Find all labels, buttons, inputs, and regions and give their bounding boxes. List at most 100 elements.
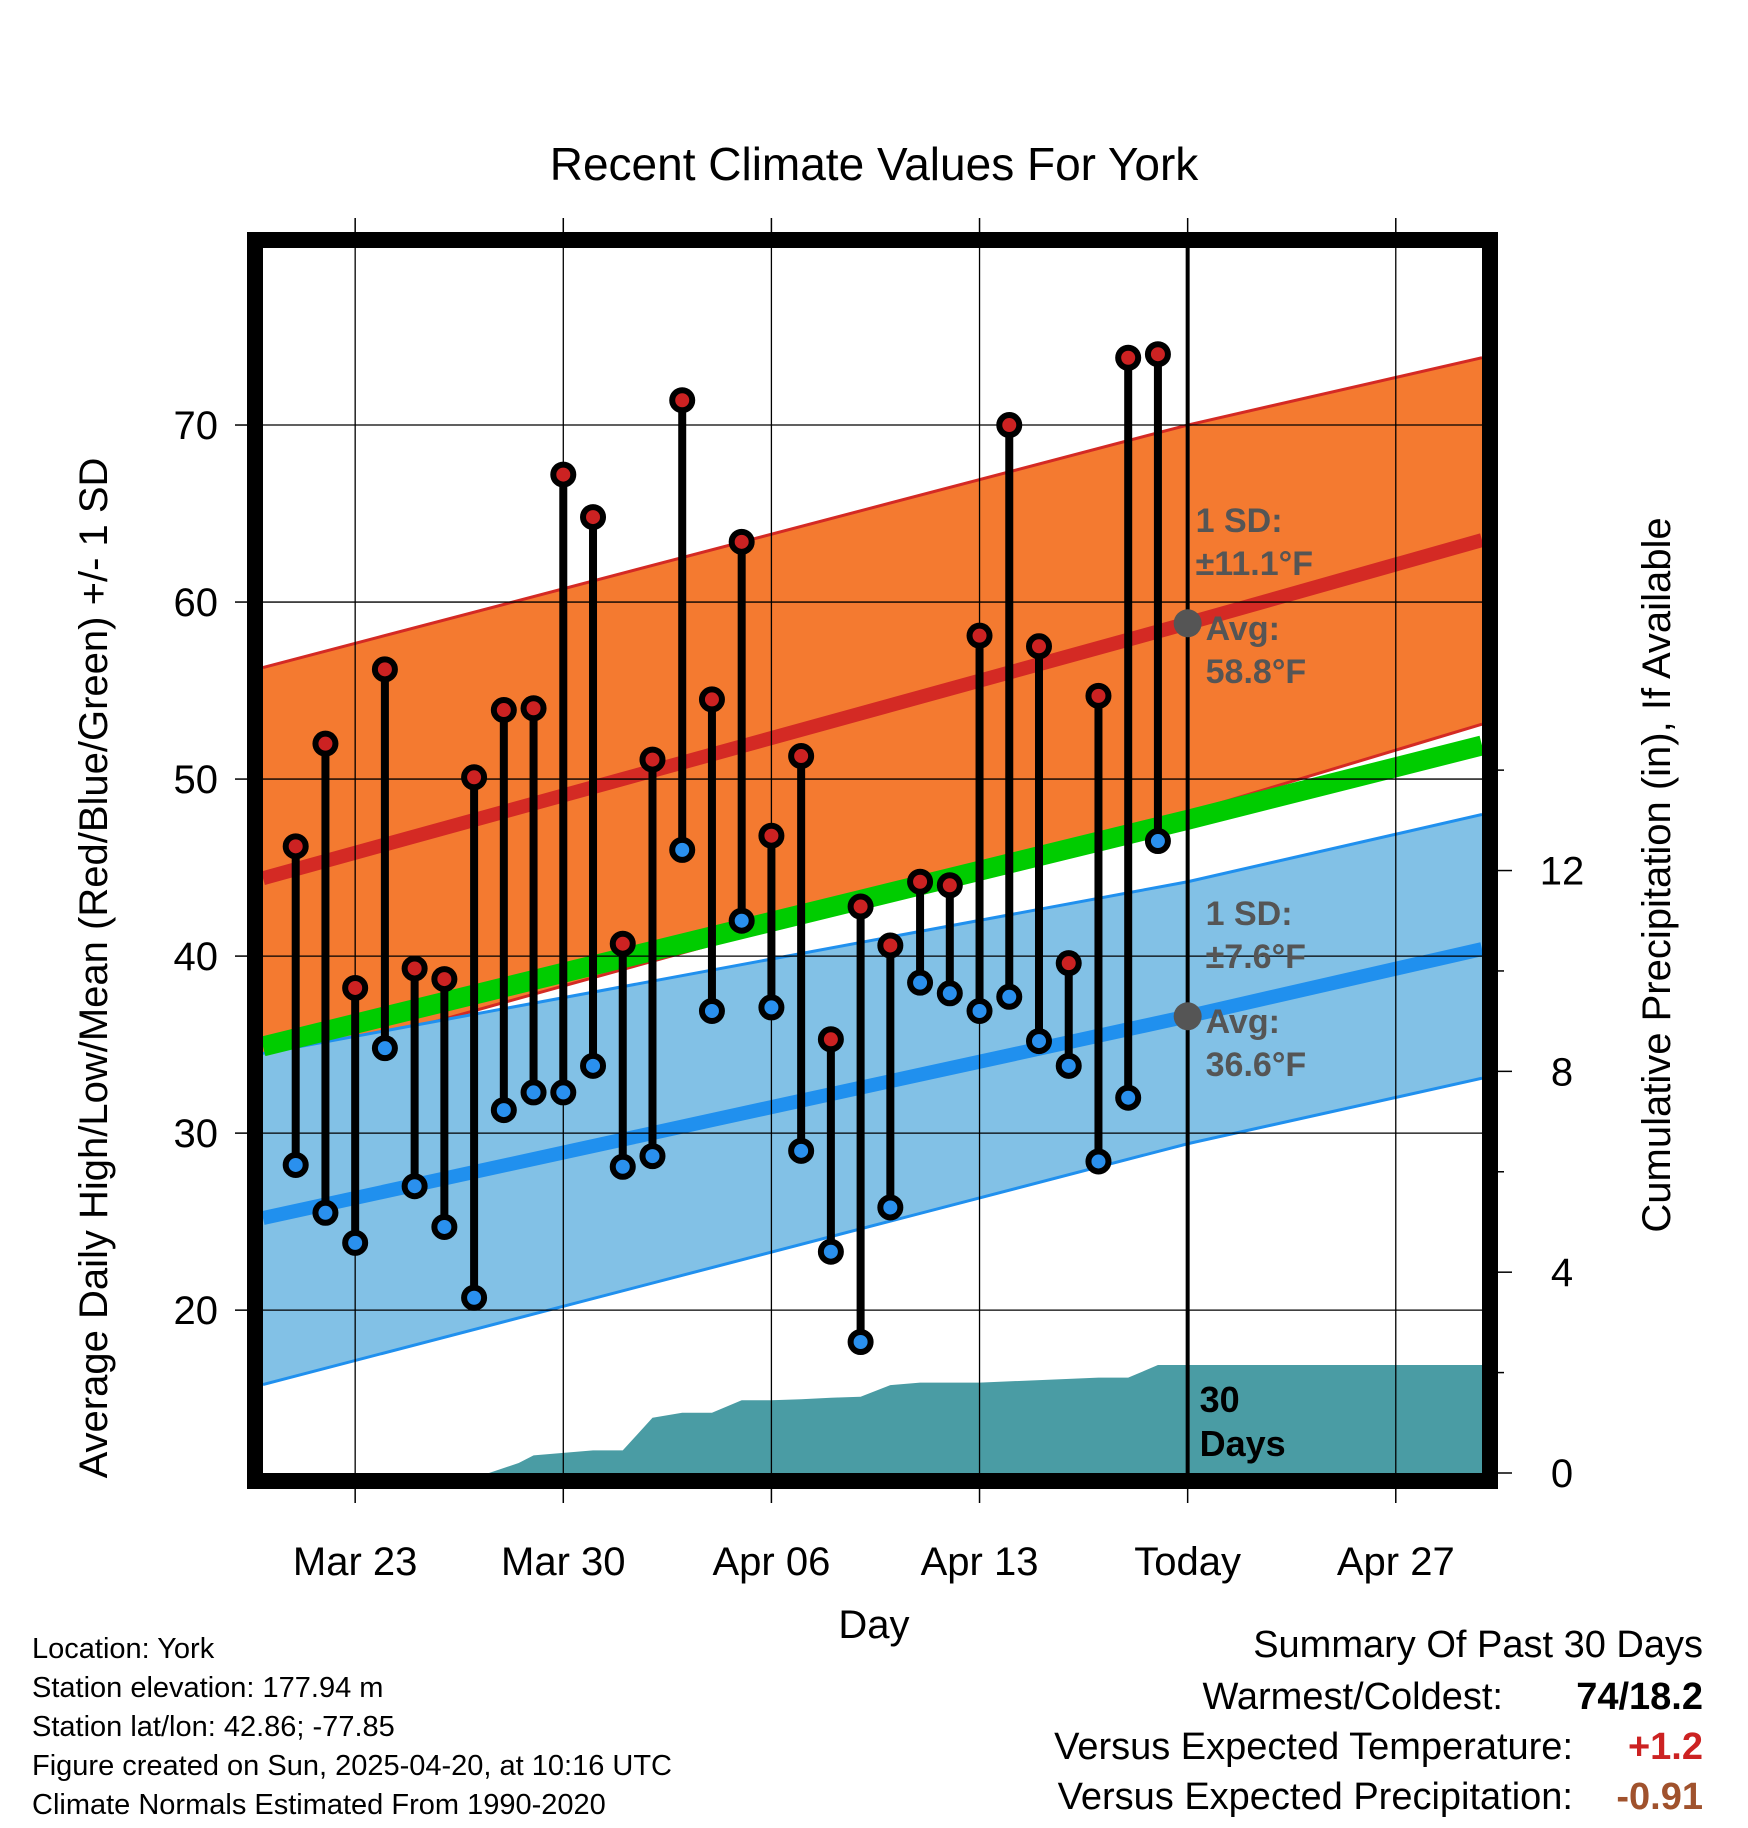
y-tick-label-right: 4	[1551, 1251, 1573, 1295]
daily-low-point	[728, 907, 755, 934]
y-tick-label-right: 0	[1551, 1452, 1573, 1496]
avg-high-dot	[1173, 609, 1202, 638]
station-info: Location: York Station elevation: 177.94…	[32, 1630, 672, 1825]
daily-high-point	[936, 872, 963, 899]
normals-text: Climate Normals Estimated From 1990-2020	[32, 1789, 606, 1821]
avg-low-dot	[1173, 1002, 1202, 1031]
daily-low-point	[401, 1173, 428, 1200]
y-tick-label-left: 30	[174, 1112, 219, 1156]
daily-low-point	[282, 1151, 309, 1178]
daily-low-point	[1055, 1052, 1082, 1079]
daily-high-point	[639, 746, 666, 773]
daily-low-point	[609, 1153, 636, 1180]
daily-low-point	[431, 1213, 458, 1240]
summary-temp: Versus Expected Temperature: +1.2	[903, 1726, 1703, 1772]
daily-low-point	[1085, 1148, 1112, 1175]
low-avg-label: Avg:	[1206, 1003, 1280, 1041]
x-tick-label: Apr 13	[921, 1540, 1039, 1584]
daily-low-point	[877, 1194, 904, 1221]
high-sd-label: 1 SD:	[1196, 502, 1283, 540]
daily-high-point	[877, 932, 904, 959]
daily-low-point	[461, 1284, 488, 1311]
daily-high-point	[520, 695, 547, 722]
daily-low-point	[936, 980, 963, 1007]
daily-high-point	[401, 955, 428, 982]
y-tick-label-left: 60	[174, 581, 219, 625]
warmest-coldest-label: Warmest/Coldest:	[1202, 1676, 1503, 1718]
plot-area: 1 SD: ±11.1°F Avg: 58.8°F 1 SD: ±7.6°F Avg: 36.…	[174, 218, 1585, 1584]
x-tick-label: Apr 27	[1337, 1540, 1455, 1584]
location-text: Location: York	[32, 1633, 215, 1665]
y-axis-label-left: Average Daily High/Low/Mean (Red/Blue/Gr…	[72, 458, 116, 1479]
daily-high-point	[342, 974, 369, 1001]
summary-heading: Summary Of Past 30 Days	[1253, 1624, 1703, 1666]
x-axis-label: Day	[838, 1603, 909, 1647]
created-text: Figure created on Sun, 2025-04-20, at 10…	[32, 1750, 672, 1782]
daily-high-point	[371, 656, 398, 683]
daily-high-point	[847, 893, 874, 920]
daily-low-point	[669, 836, 696, 863]
summary-precip: Versus Expected Precipitation: -0.91	[903, 1776, 1703, 1822]
elevation-text: Station elevation: 177.94 m	[32, 1672, 384, 1704]
daily-low-point	[1144, 828, 1171, 855]
daily-high-point	[907, 868, 934, 895]
daily-high-point	[312, 730, 339, 757]
x-tick-label: Today	[1134, 1540, 1241, 1584]
daily-high-point	[698, 686, 725, 713]
days-label-2: Days	[1200, 1423, 1286, 1464]
y-tick-label-left: 20	[174, 1289, 219, 1333]
chart-title: Recent Climate Values For York	[550, 138, 1200, 190]
daily-low-point	[847, 1329, 874, 1356]
y-tick-label-left: 70	[174, 404, 219, 448]
daily-low-point	[1115, 1084, 1142, 1111]
daily-low-point	[371, 1035, 398, 1062]
daily-high-point	[817, 1026, 844, 1053]
daily-low-point	[490, 1097, 517, 1124]
daily-high-point	[1144, 341, 1171, 368]
daily-high-point	[1025, 633, 1052, 660]
x-tick-label: Apr 06	[712, 1540, 830, 1584]
daily-low-point	[698, 997, 725, 1024]
precip-area	[263, 1365, 1482, 1473]
temp-vs-expected-label: Versus Expected Temperature:	[1054, 1726, 1573, 1768]
plot-clip-group	[263, 356, 1482, 1473]
daily-high-point	[728, 528, 755, 555]
daily-high-point	[996, 412, 1023, 439]
daily-high-point	[431, 966, 458, 993]
y-axis-label-right: Cumulative Precipitation (in), If Availa…	[1635, 517, 1679, 1232]
daily-high-point	[1115, 344, 1142, 371]
x-tick-label: Mar 23	[293, 1540, 418, 1584]
daily-high-point	[550, 461, 577, 488]
precip-vs-expected-label: Versus Expected Precipitation:	[1057, 1776, 1573, 1818]
daily-low-point	[788, 1137, 815, 1164]
latlon-text: Station lat/lon: 42.86; -77.85	[32, 1711, 395, 1743]
daily-low-point	[639, 1143, 666, 1170]
daily-low-point	[966, 997, 993, 1024]
daily-low-point	[817, 1238, 844, 1265]
daily-low-point	[1025, 1028, 1052, 1055]
daily-high-point	[490, 697, 517, 724]
precip-vs-expected-value: -0.91	[1616, 1776, 1703, 1818]
high-avg-label: Avg:	[1206, 610, 1280, 648]
x-tick-label: Mar 30	[501, 1540, 626, 1584]
daily-low-point	[312, 1199, 339, 1226]
daily-high-point	[580, 504, 607, 531]
y-tick-label-right: 12	[1540, 850, 1585, 894]
warmest-coldest-value: 74/18.2	[1576, 1676, 1703, 1718]
high-sd-value: ±11.1°F	[1196, 545, 1313, 583]
days-label-1: 30	[1200, 1379, 1240, 1420]
daily-low-point	[580, 1052, 607, 1079]
daily-high-point	[669, 387, 696, 414]
low-avg-value: 36.6°F	[1206, 1046, 1307, 1084]
daily-low-point	[996, 983, 1023, 1010]
temp-vs-expected-value: +1.2	[1627, 1726, 1703, 1768]
y-tick-label-left: 50	[174, 758, 219, 802]
low-sd-label: 1 SD:	[1206, 895, 1293, 933]
daily-low-point	[758, 994, 785, 1021]
daily-low-point	[342, 1229, 369, 1256]
daily-low-point	[907, 969, 934, 996]
normal-low-sd-band	[263, 814, 1482, 1385]
daily-low-point	[520, 1079, 547, 1106]
daily-high-point	[282, 833, 309, 860]
